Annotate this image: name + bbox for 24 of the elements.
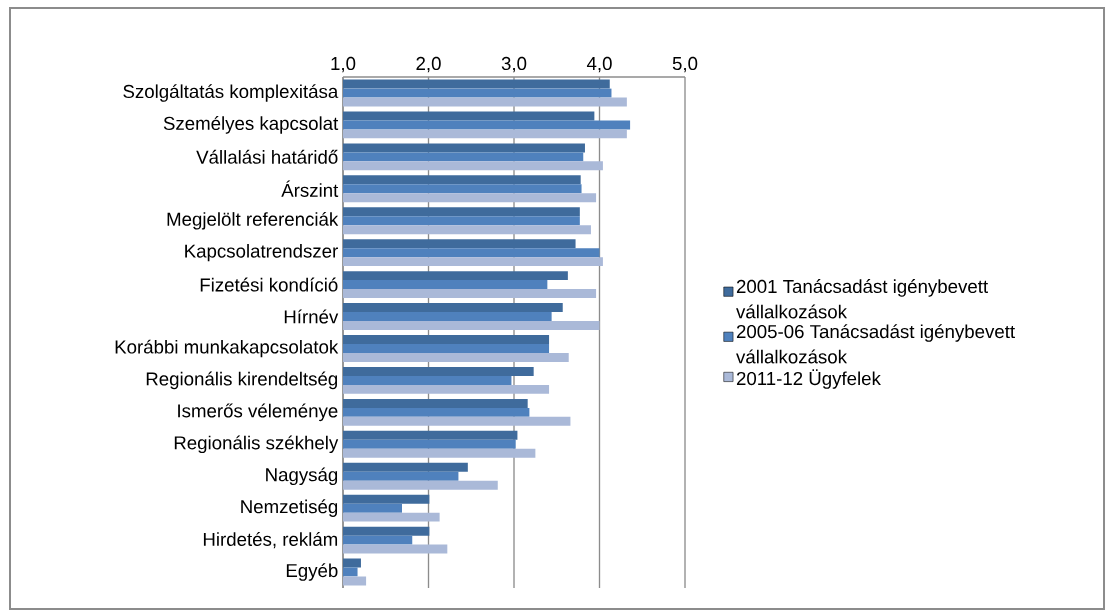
x-tick-label: 2,0 (416, 56, 441, 73)
y-tick-label: Nemzetiség (241, 499, 338, 517)
y-tick-label: Hirdetés, reklám (203, 532, 338, 549)
y-tick-label: Kapcsolatrendszer (185, 243, 338, 262)
y-tick-label: Ismerős véleménye (178, 403, 338, 422)
y-tick-label: Regionális kirendeltség (146, 371, 338, 390)
x-tick-label: 1,0 (331, 56, 356, 73)
y-tick-label: Hírnév (284, 309, 339, 324)
legend-label: 2001 Tanácsadást igénybevett vállalkozások (736, 279, 988, 319)
y-tick-label: Vállalási határidő (196, 149, 338, 164)
y-tick-label: Fizetési kondíció (200, 277, 338, 292)
y-tick-label: Egyéb (286, 563, 338, 581)
y-tick-label: Árszint (281, 180, 339, 197)
y-tick-label: Megjelölt referenciák (167, 211, 339, 230)
y-tick-label: Korábbi munkakapcsolatok (115, 339, 339, 358)
y-tick-label: Személyes kapcsolat (163, 116, 339, 134)
y-tick-label: Regionális székhely (174, 435, 339, 454)
legend-label: 2011-12 Ügyfelek (736, 369, 881, 389)
x-tick-label: 3,0 (501, 56, 527, 73)
y-tick-label: Szolgáltatás komplexitása (123, 84, 339, 102)
y-tick-label: Nagyság (266, 467, 338, 486)
x-tick-label: 5,0 (672, 56, 698, 73)
legend-label: 2005-06 Tanácsadást igénybevett vállalkozások (736, 324, 1015, 364)
x-tick-label: 4,0 (586, 56, 612, 73)
